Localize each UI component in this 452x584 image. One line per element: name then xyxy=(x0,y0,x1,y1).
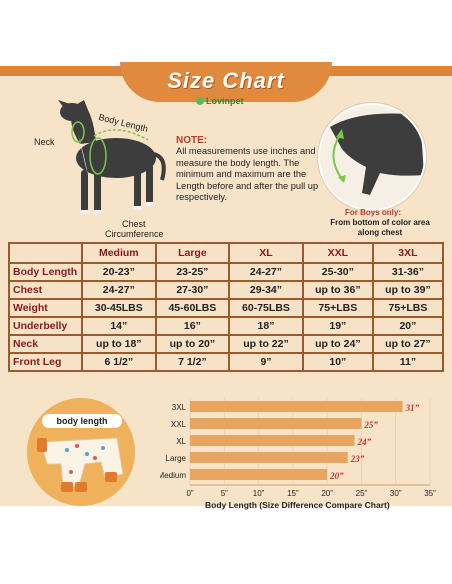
table-cell: 7 1/2” xyxy=(156,354,229,370)
page-title: Size Chart xyxy=(167,68,285,93)
table-cell: 75+LBS xyxy=(373,300,442,316)
row-label: Chest xyxy=(10,282,81,298)
x-tick-label: 0” xyxy=(186,489,193,498)
corner-cell xyxy=(10,244,81,262)
table-row: Body Length 20-23” 23-25” 24-27” 25-30” … xyxy=(10,264,442,280)
row-label: Neck xyxy=(10,336,81,352)
note-body: All measurements use inches and measure … xyxy=(176,146,319,202)
title-banner: Size Chart xyxy=(120,62,332,102)
bar-value-label: 24” xyxy=(357,437,372,447)
bar xyxy=(190,401,403,412)
body-length-line xyxy=(93,129,149,141)
table-cell: 16” xyxy=(156,318,229,334)
x-tick-label: 15” xyxy=(287,489,299,498)
row-label: Body Length xyxy=(10,264,81,280)
bar-value-label: 20” xyxy=(329,471,344,481)
body-length-badge: body length xyxy=(42,414,122,428)
measure-arrow xyxy=(332,134,343,180)
brand-logo: Lovinpet xyxy=(196,96,244,106)
size-header: 3XL xyxy=(373,244,442,262)
brand-name: Lovinpet xyxy=(206,96,244,106)
table-cell: 75+LBS xyxy=(303,300,372,316)
bar-value-label: 31” xyxy=(405,403,420,413)
x-tick-label: 35” xyxy=(424,489,436,498)
table-header-row: Medium Large XL XXL 3XL xyxy=(10,244,442,262)
category-label: Large xyxy=(166,454,187,463)
size-table: Medium Large XL XXL 3XL Body Length 20-2… xyxy=(8,242,444,372)
pajama-illustration xyxy=(37,437,124,492)
bar xyxy=(190,469,328,480)
table-cell: up to 22” xyxy=(230,336,302,352)
table-cell: 20-23” xyxy=(83,264,155,280)
table-cell: 29-34” xyxy=(230,282,302,298)
row-label: Front Leg xyxy=(10,354,81,370)
table-cell: 30-45LBS xyxy=(83,300,155,316)
table-cell: 24-27” xyxy=(83,282,155,298)
x-tick-label: 25” xyxy=(356,489,368,498)
row-label: Underbelly xyxy=(10,318,81,334)
table-cell: 60-75LBS xyxy=(230,300,302,316)
bar xyxy=(190,418,362,429)
table-cell: 23-25” xyxy=(156,264,229,280)
neck-loop xyxy=(71,121,85,143)
body-length-chart: 0” 5” 10” 15” 20” 25” 30” 35” 3XL 31” XXL 25” XL 24” L… xyxy=(160,398,436,498)
table-cell: up to 18” xyxy=(83,336,155,352)
table-cell: 10” xyxy=(303,354,372,370)
x-tick-label: 20” xyxy=(321,489,333,498)
circumference-label: Circumference xyxy=(105,229,164,239)
table-cell: 19” xyxy=(303,318,372,334)
chest-loop xyxy=(89,137,107,175)
neck-label: Neck xyxy=(34,137,55,147)
size-header: Medium xyxy=(83,244,155,262)
note-title: NOTE: xyxy=(176,135,208,146)
table-cell: 6 1/2” xyxy=(83,354,155,370)
table-cell: up to 24” xyxy=(303,336,372,352)
row-label: Weight xyxy=(10,300,81,316)
boys-note-title: For Boys only: xyxy=(345,208,402,217)
table-cell: 25-30” xyxy=(303,264,372,280)
bar-value-label: 25” xyxy=(363,420,378,430)
boys-note-body: From bottom of color area along chest xyxy=(330,218,430,237)
table-cell: up to 36” xyxy=(303,282,372,298)
category-label: XXL xyxy=(171,420,187,429)
table-cell: 20” xyxy=(373,318,442,334)
category-label: XL xyxy=(176,437,186,446)
bar xyxy=(190,452,348,463)
table-row: Weight 30-45LBS 45-60LBS 60-75LBS 75+LBS… xyxy=(10,300,442,316)
size-header: Large xyxy=(156,244,229,262)
table-cell: 45-60LBS xyxy=(156,300,229,316)
category-label: 3XL xyxy=(172,403,187,412)
table-cell: 14” xyxy=(83,318,155,334)
table-cell: 11” xyxy=(373,354,442,370)
table-cell: up to 39” xyxy=(373,282,442,298)
table-row: Neck up to 18” up to 20” up to 22” up to… xyxy=(10,336,442,352)
bar xyxy=(190,435,355,446)
dog-measurement-illustration xyxy=(58,100,166,214)
table-row: Chest 24-27” 27-30” 29-34” up to 36” up … xyxy=(10,282,442,298)
table-cell: up to 20” xyxy=(156,336,229,352)
table-row: Front Leg 6 1/2” 7 1/2” 9” 10” 11” xyxy=(10,354,442,370)
x-tick-label: 10” xyxy=(253,489,265,498)
x-tick-label: 30” xyxy=(390,489,402,498)
table-row: Underbelly 14” 16” 18” 19” 20” xyxy=(10,318,442,334)
table-cell: 9” xyxy=(230,354,302,370)
category-label: Medium xyxy=(160,471,186,480)
dog-underbelly-illustration xyxy=(330,113,424,195)
table-cell: 27-30” xyxy=(156,282,229,298)
table-cell: up to 27” xyxy=(373,336,442,352)
table-cell: 24-27” xyxy=(230,264,302,280)
dog-silhouette xyxy=(58,100,166,212)
size-header: XXL xyxy=(303,244,372,262)
x-tick-label: 5” xyxy=(221,489,228,498)
leaf-icon xyxy=(196,97,204,105)
bar-value-label: 23” xyxy=(350,454,365,464)
boys-measure-illustration xyxy=(318,103,426,211)
chest-label: Chest xyxy=(122,219,146,229)
chart-xlabel: Body Length (Size Difference Compare Cha… xyxy=(205,500,390,510)
table-cell: 18” xyxy=(230,318,302,334)
table-cell: 31-36” xyxy=(373,264,442,280)
size-header: XL xyxy=(230,244,302,262)
